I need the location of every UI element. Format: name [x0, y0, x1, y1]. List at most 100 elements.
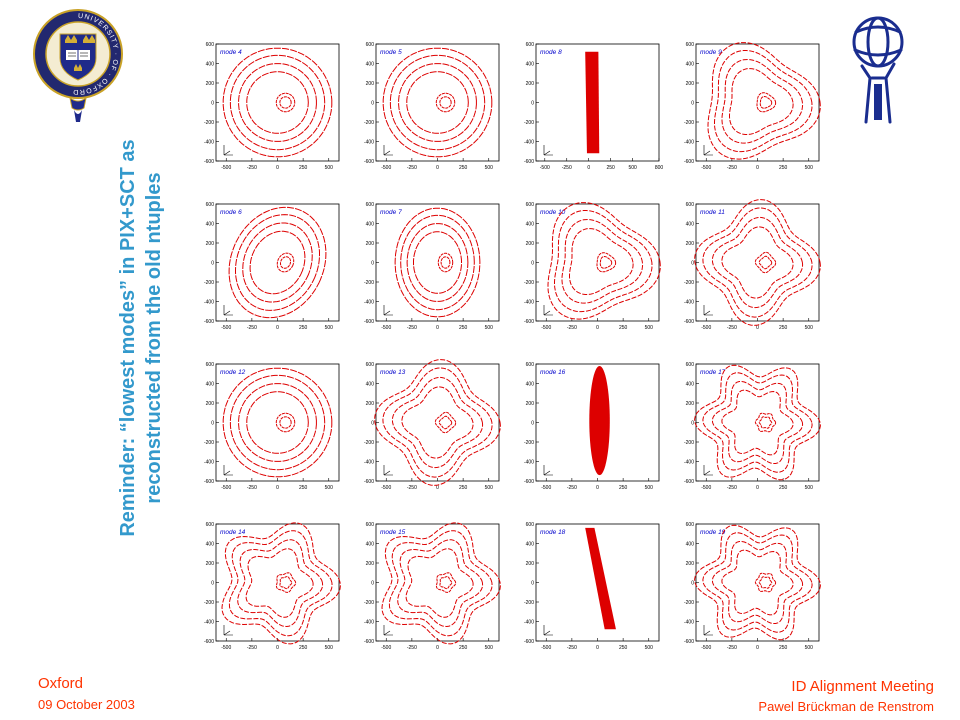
axes-glyph	[543, 465, 553, 476]
y-tick-label: -200	[684, 440, 694, 446]
data-curve	[754, 412, 777, 433]
x-tick-label: -250	[407, 325, 417, 331]
y-tick-label: -400	[684, 620, 694, 626]
mode-label: mode 5	[380, 49, 402, 56]
x-tick-label: -250	[407, 645, 417, 651]
y-tick-label: -600	[364, 159, 374, 165]
data-curve	[275, 412, 296, 433]
x-tick-label: 250	[779, 165, 788, 171]
data-curve	[599, 256, 613, 269]
axes-glyph	[383, 305, 393, 316]
y-tick-label: 0	[691, 581, 694, 587]
mode-label: mode 17	[700, 369, 726, 376]
data-curve	[754, 251, 777, 274]
plot-frame	[215, 363, 340, 482]
x-tick-label: 500	[805, 165, 814, 171]
y-tick-label: 400	[686, 542, 695, 548]
axes-glyph	[383, 145, 393, 156]
y-tick-label: 600	[526, 202, 535, 208]
y-tick-label: -600	[204, 319, 214, 325]
x-tick-label: -500	[540, 165, 550, 171]
axes-glyph	[383, 465, 393, 476]
x-tick-label: 800	[655, 165, 664, 171]
mode-label: mode 9	[700, 49, 722, 56]
plots-svg: -600 -400 -200 0 200 400 600 -500 -250 0 250 500 mod…	[204, 42, 821, 651]
y-tick-label: -400	[364, 460, 374, 466]
title-line-2: reconstructed from the old ntuples	[143, 172, 165, 503]
y-tick-label: 0	[371, 581, 374, 587]
y-tick-label: 600	[686, 202, 695, 208]
data-curve	[434, 411, 457, 434]
y-tick-label: 200	[526, 401, 535, 407]
x-tick-label: -500	[221, 325, 231, 331]
mode-plot: -600 -400 -200 0 200 400 600 -500 -250 0 250 500 mod…	[684, 522, 821, 651]
data-curve	[222, 47, 333, 158]
x-tick-label: 0	[276, 325, 279, 331]
x-tick-label: 500	[485, 645, 494, 651]
x-tick-label: -500	[541, 485, 551, 491]
x-tick-label: 500	[485, 165, 494, 171]
x-tick-label: -500	[701, 325, 711, 331]
y-tick-label: 200	[206, 81, 215, 87]
y-tick-label: -400	[204, 140, 214, 146]
axes-glyph	[223, 305, 233, 316]
y-tick-label: -400	[684, 460, 694, 466]
y-tick-label: -400	[204, 300, 214, 306]
x-tick-label: 250	[459, 645, 468, 651]
y-tick-label: -200	[204, 600, 214, 606]
x-tick-label: 250	[619, 485, 628, 491]
y-tick-label: 0	[691, 261, 694, 267]
mode-plot: -600 -400 -200 0 200 400 600 -500 -250 0 250 500 mod…	[364, 202, 500, 331]
x-tick-label: -500	[221, 165, 231, 171]
mode-plot: -600 -400 -200 0 200 400 600 -500 -250 0 250 500 mod…	[204, 202, 340, 331]
y-tick-label: 0	[691, 101, 694, 107]
x-tick-label: -500	[381, 325, 391, 331]
data-curve	[280, 256, 291, 269]
mode-plot: -600 -400 -200 0 200 400 600 -500 -250 0 250 500 mod…	[684, 199, 821, 331]
x-tick-label: 500	[645, 325, 654, 331]
axes-glyph	[703, 145, 713, 156]
data-curve	[721, 58, 804, 144]
data-curve	[439, 576, 453, 590]
y-tick-label: 600	[686, 522, 695, 528]
y-tick-label: -200	[684, 280, 694, 286]
x-tick-label: 500	[805, 485, 814, 491]
data-curve	[596, 252, 617, 273]
y-tick-label: -400	[204, 460, 214, 466]
data-curve	[754, 572, 777, 593]
y-tick-label: -200	[364, 600, 374, 606]
y-tick-label: -200	[204, 280, 214, 286]
x-tick-label: -250	[727, 325, 737, 331]
data-curve	[245, 548, 314, 618]
data-curve	[561, 218, 644, 304]
data-curve	[758, 576, 773, 589]
y-tick-label: -200	[204, 120, 214, 126]
x-tick-label: 250	[607, 165, 616, 171]
data-curve	[229, 374, 326, 471]
data-curve	[714, 50, 813, 153]
mode-plots-grid: -600 -400 -200 0 200 400 600 -500 -250 0 250 500 mod…	[196, 40, 846, 670]
data-curve	[438, 415, 453, 430]
axes-glyph	[223, 625, 233, 636]
y-tick-label: 400	[206, 62, 215, 68]
y-tick-label: 0	[211, 261, 214, 267]
y-tick-label: -200	[684, 600, 694, 606]
x-tick-label: 500	[805, 645, 814, 651]
y-tick-label: -400	[364, 620, 374, 626]
y-tick-label: -200	[524, 120, 534, 126]
plot-frame	[375, 203, 500, 322]
data-curve	[275, 572, 297, 593]
x-tick-label: -500	[221, 485, 231, 491]
y-tick-label: 600	[686, 362, 695, 368]
y-tick-label: 400	[526, 542, 535, 548]
y-tick-label: 400	[366, 382, 375, 388]
y-tick-label: 200	[206, 241, 215, 247]
y-tick-label: -600	[204, 159, 214, 165]
y-tick-label: 600	[526, 42, 535, 48]
data-curve	[279, 416, 292, 429]
x-tick-label: 500	[485, 485, 494, 491]
plot-frame	[695, 203, 820, 322]
y-tick-label: -600	[684, 319, 694, 325]
y-tick-label: -600	[524, 319, 534, 325]
data-curve	[711, 381, 804, 464]
